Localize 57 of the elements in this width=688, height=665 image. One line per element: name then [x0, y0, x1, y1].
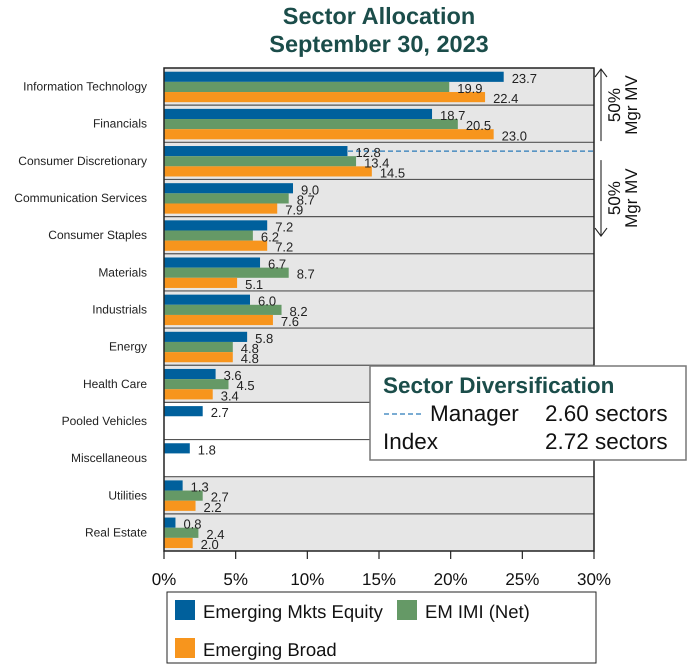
bar [164, 406, 203, 416]
data-label: 0.8 [183, 516, 202, 532]
y-tick-label: Real Estate [84, 525, 148, 540]
data-label: 1.8 [198, 442, 216, 458]
x-tick-label: 20% [434, 570, 468, 589]
bar [164, 443, 190, 454]
legend-label: EM IMI (Net) [425, 601, 530, 622]
y-tick-label: Utilities [108, 488, 147, 502]
data-label: 6.0 [258, 294, 276, 309]
x-tick-label: 10% [290, 570, 324, 589]
y-tick-label: Pooled Vehicles [62, 414, 147, 428]
bar [164, 129, 494, 140]
bar [164, 92, 486, 102]
y-tick-label: Communication Services [14, 191, 147, 206]
y-tick-label: Information Technology [23, 80, 147, 94]
x-tick-label: 15% [362, 570, 396, 589]
data-label: 3.4 [220, 388, 239, 404]
data-label: 2.7 [210, 405, 229, 420]
y-tick-label: Consumer Discretionary [18, 154, 147, 168]
x-tick-label: 25% [505, 570, 540, 589]
annotation: Index [383, 429, 439, 454]
bar [164, 389, 213, 400]
y-tick-label: Health Care [82, 376, 148, 391]
y-tick-label: Miscellaneous [70, 451, 147, 466]
legend-label: Manager [430, 401, 520, 426]
data-label: 18.7 [440, 108, 466, 123]
text: 50% Mgr MV [605, 74, 641, 135]
y-tick-label: Financials [92, 116, 147, 131]
y-tick-label: Industrials [92, 302, 147, 316]
data-label: 5.1 [245, 276, 264, 292]
legend-label: Emerging Broad [203, 639, 337, 660]
data-label: 22.4 [493, 91, 518, 106]
data-label: 19.9 [457, 80, 483, 96]
data-label: 1.3 [190, 479, 209, 494]
annotation: 2.60 sectors [545, 401, 668, 426]
y-tick-label: Materials [98, 265, 147, 280]
x-tick-label: 0% [152, 570, 176, 589]
bar [164, 82, 450, 92]
bar [164, 119, 458, 130]
data-label: 8.7 [296, 266, 315, 282]
chart-title: Sector Allocation [282, 3, 476, 29]
annotation: Sector Diversification [383, 373, 614, 398]
bar [164, 72, 504, 82]
y-tick-label: Energy [108, 340, 147, 354]
x-tick-label: 30% [576, 570, 612, 589]
text: 50% Mgr MV [605, 168, 641, 228]
data-label: 23.7 [512, 70, 538, 86]
annotation: 2.72 sectors [545, 429, 668, 454]
data-label: 23.0 [502, 128, 527, 144]
data-label: 6.7 [268, 256, 286, 272]
bar [164, 108, 432, 120]
legend-label: Emerging Mkts Equity [203, 601, 384, 622]
bar [164, 379, 228, 390]
x-tick-label: 5% [223, 570, 248, 589]
bar [164, 368, 216, 380]
y-tick-label: Consumer Staples [48, 228, 147, 242]
chart-subtitle: September 30, 2023 [269, 31, 489, 57]
